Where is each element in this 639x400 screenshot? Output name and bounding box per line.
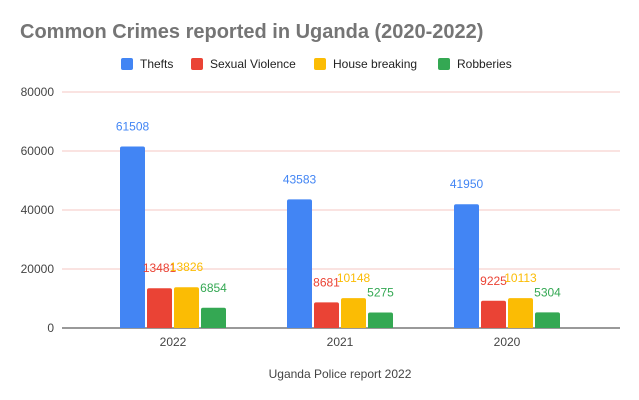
y-tick-label: 40000 [21, 203, 55, 217]
chart-title: Common Crimes reported in Uganda (2020-2… [20, 21, 483, 43]
y-tick-label: 20000 [21, 262, 55, 276]
bar [368, 312, 393, 328]
bar [174, 287, 199, 328]
data-label: 8681 [313, 275, 340, 289]
data-label: 41950 [450, 177, 484, 191]
data-label: 10113 [504, 271, 537, 285]
bar [535, 312, 560, 328]
data-label: 13826 [170, 260, 204, 274]
data-label: 13481 [143, 261, 177, 275]
x-axis-title: Uganda Police report 2022 [269, 367, 412, 381]
data-label: 61508 [116, 120, 150, 134]
x-tick-label: 2021 [327, 335, 354, 349]
legend-swatch [314, 58, 326, 70]
legend-label: Robberies [457, 57, 512, 71]
data-label: 43583 [283, 172, 317, 186]
legend-label: Sexual Violence [210, 57, 296, 71]
bar [201, 307, 226, 328]
bar [341, 298, 366, 328]
bar [147, 288, 172, 328]
bar [508, 298, 533, 328]
bar [120, 146, 145, 328]
bar [314, 302, 339, 328]
legend-label: Thefts [140, 57, 173, 71]
bar [481, 300, 506, 328]
x-tick-label: 2020 [494, 335, 521, 349]
data-label: 9225 [480, 274, 507, 288]
data-label: 10148 [337, 271, 371, 285]
data-label: 5275 [367, 285, 394, 299]
legend-swatch [438, 58, 450, 70]
legend-swatch [191, 58, 203, 70]
legend-swatch [121, 58, 133, 70]
data-label: 6854 [200, 281, 227, 295]
bar [287, 199, 312, 328]
y-tick-label: 80000 [21, 85, 55, 99]
x-tick-label: 2022 [160, 335, 187, 349]
y-tick-label: 0 [47, 321, 54, 335]
data-label: 5304 [534, 285, 561, 299]
bar [454, 204, 479, 328]
legend-label: House breaking [333, 57, 417, 71]
y-tick-label: 60000 [21, 144, 55, 158]
